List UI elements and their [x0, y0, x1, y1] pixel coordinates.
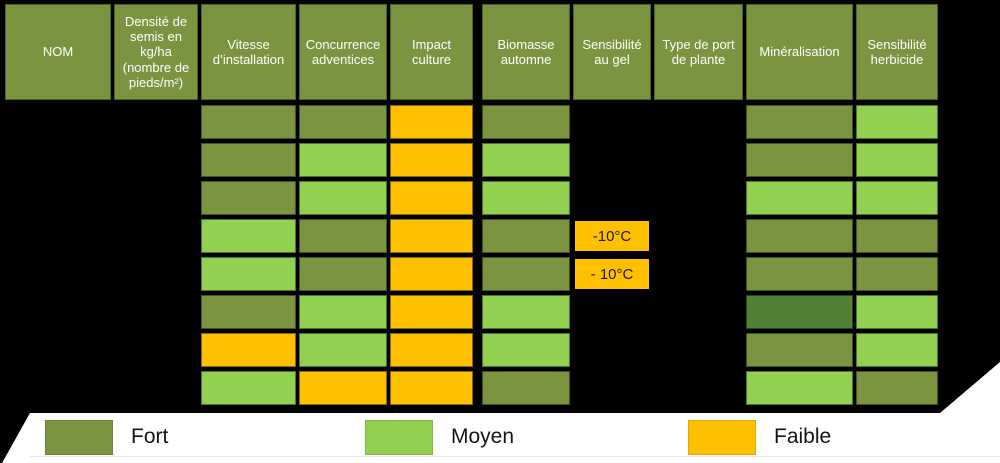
legend-item-faible: Faible: [688, 419, 831, 455]
column-header-herbicide: Sensibilité herbicide: [856, 4, 938, 100]
column-header-gel-biomasse: Biomasse automne: [482, 4, 570, 100]
cell-r5-concurrence: [299, 257, 387, 291]
column-header-impact: Impact culture: [390, 4, 473, 100]
legend-item-moyen: Moyen: [365, 419, 514, 455]
column-header-mineralisation: Minéralisation: [746, 4, 853, 100]
column-header-label: Sensibilité herbicide: [867, 36, 927, 67]
cell-r2-gel-biomasse: [482, 143, 570, 177]
cell-r1-mineralisation: [746, 105, 853, 139]
cell-r8-gel-biomasse: [482, 371, 570, 405]
column-header-label: Type de port de plante: [662, 36, 735, 67]
cell-r1-vitesse: [201, 105, 296, 139]
cell-r4-gel-biomasse: [482, 219, 570, 253]
cell-r2-mineralisation: [746, 143, 853, 177]
cell-r8-mineralisation: [746, 371, 853, 405]
cell-r4-impact: [390, 219, 473, 253]
cell-r1-impact: [390, 105, 473, 139]
legend-label: Fort: [131, 425, 169, 448]
cell-r8-concurrence: [299, 371, 387, 405]
cell-r3-gel-biomasse: [482, 181, 570, 215]
cell-r4-mineralisation: [746, 219, 853, 253]
cell-r3-concurrence: [299, 181, 387, 215]
legend-band-divider: [30, 456, 1000, 457]
cell-r3-vitesse: [201, 181, 296, 215]
column-header-label: Concurrence adventices: [305, 36, 381, 67]
cell-r4-herbicide: [856, 219, 938, 253]
cell-r5-gel-biomasse: [482, 257, 570, 291]
column-header-densite: Densité de semis en kg/ha (nombre de pie…: [114, 4, 198, 100]
legend-swatch-moyen: [365, 419, 433, 455]
cell-r6-impact: [390, 295, 473, 329]
cell-r2-vitesse: [201, 143, 296, 177]
column-header-label: NOM: [42, 44, 74, 60]
column-header-label: Sensibilité au gel: [582, 36, 642, 67]
cell-r7-gel-biomasse: [482, 333, 570, 367]
cell-r4-concurrence: [299, 219, 387, 253]
column-header-gel: Sensibilité au gel: [573, 4, 651, 100]
cell-r7-herbicide: [856, 333, 938, 367]
column-header-concurrence: Concurrence adventices: [299, 4, 387, 100]
cell-r5-vitesse: [201, 257, 296, 291]
cell-r4-vitesse: [201, 219, 296, 253]
cell-r3-impact: [390, 181, 473, 215]
cell-r2-impact: [390, 143, 473, 177]
column-header-label: Densité de semis en kg/ha (nombre de pie…: [122, 13, 190, 90]
legend-label: Moyen: [451, 425, 515, 448]
cell-r5-herbicide: [856, 257, 938, 291]
cell-r1-herbicide: [856, 105, 938, 139]
cell-r1-concurrence: [299, 105, 387, 139]
column-header-vitesse: Vitesse d’installation: [201, 4, 296, 100]
cell-r8-vitesse: [201, 371, 296, 405]
legend-swatch-faible: [688, 419, 756, 455]
cell-r8-impact: [390, 371, 473, 405]
cell-r3-herbicide: [856, 181, 938, 215]
column-header-label: Impact culture: [411, 36, 452, 67]
cell-r3-mineralisation: [746, 181, 853, 215]
column-header-port: Type de port de plante: [654, 4, 743, 100]
cell-r7-vitesse: [201, 333, 296, 367]
cell-r6-concurrence: [299, 295, 387, 329]
cell-r6-herbicide: [856, 295, 938, 329]
cell-r2-herbicide: [856, 143, 938, 177]
column-header-nom: NOM: [5, 4, 111, 100]
column-header-label: Biomasse automne: [497, 36, 555, 67]
cell-r5-gel: - 10°C: [573, 257, 651, 291]
column-header-label: Vitesse d’installation: [212, 36, 285, 67]
cell-r6-mineralisation: [746, 295, 853, 329]
cell-r5-impact: [390, 257, 473, 291]
cell-r7-concurrence: [299, 333, 387, 367]
column-header-label: Minéralisation: [759, 44, 840, 60]
cell-r6-gel-biomasse: [482, 295, 570, 329]
cell-r1-gel-biomasse: [482, 105, 570, 139]
legend-item-fort: Fort: [45, 419, 168, 455]
legend-label: Faible: [774, 425, 832, 448]
cell-r6-vitesse: [201, 295, 296, 329]
cell-r7-impact: [390, 333, 473, 367]
legend-swatch-fort: [45, 419, 113, 455]
cell-r2-concurrence: [299, 143, 387, 177]
cell-r8-herbicide: [856, 371, 938, 405]
cell-r5-mineralisation: [746, 257, 853, 291]
cell-r7-mineralisation: [746, 333, 853, 367]
cell-r4-gel: -10°C: [573, 219, 651, 253]
